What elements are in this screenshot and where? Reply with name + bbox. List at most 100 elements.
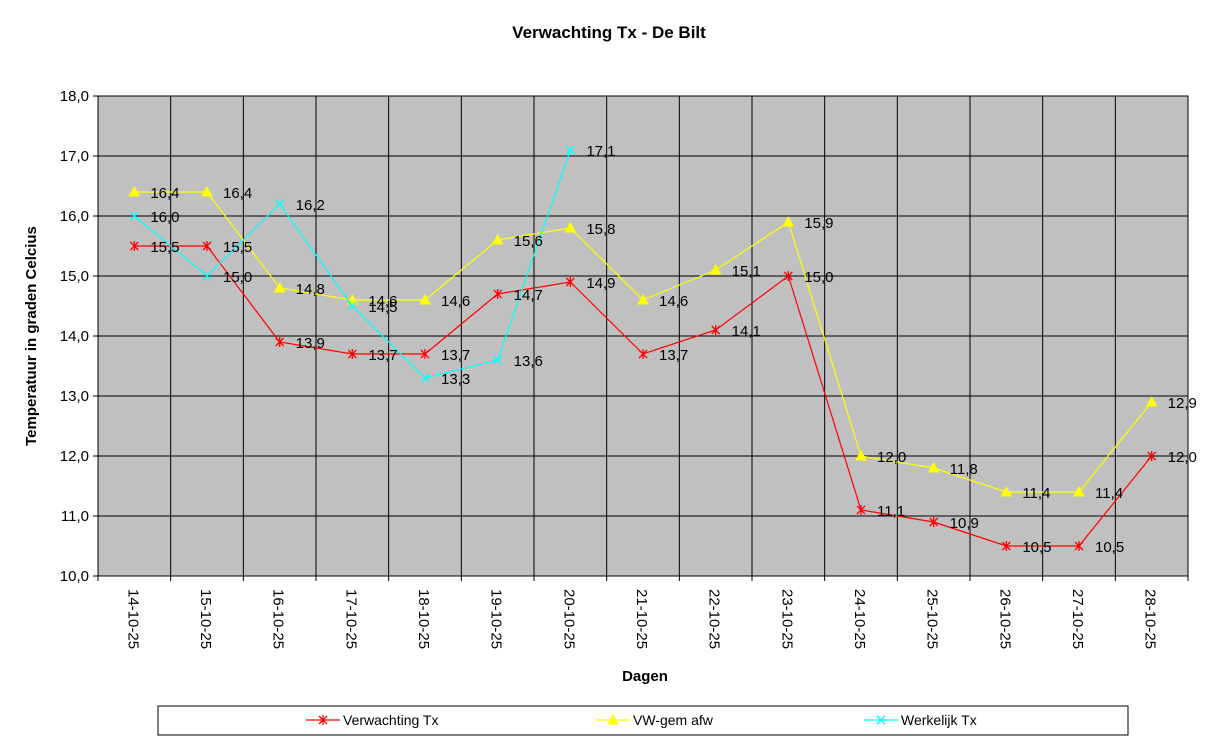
data-label: 12,0 bbox=[877, 449, 906, 466]
x-tick-label: 14-10-25 bbox=[124, 589, 141, 649]
legend-label: VW-gem afw bbox=[633, 712, 714, 728]
data-point bbox=[129, 241, 139, 251]
legend-item: Werkelijk Tx bbox=[864, 712, 977, 728]
data-point bbox=[929, 517, 939, 527]
x-tick-label: 24-10-25 bbox=[851, 589, 868, 649]
data-label: 10,5 bbox=[1022, 539, 1051, 556]
x-tick-label: 25-10-25 bbox=[924, 589, 941, 649]
y-tick-label: 15,0 bbox=[60, 268, 89, 285]
data-point bbox=[491, 233, 504, 245]
chart-title: Verwachting Tx - De Bilt bbox=[512, 23, 706, 42]
y-tick-label: 18,0 bbox=[60, 88, 89, 105]
y-tick-label: 17,0 bbox=[60, 148, 89, 165]
data-label: 10,9 bbox=[950, 515, 979, 532]
data-label: 15,0 bbox=[223, 269, 252, 286]
data-label: 13,3 bbox=[441, 371, 470, 388]
data-label: 11,4 bbox=[1095, 485, 1123, 502]
x-tick-label: 23-10-25 bbox=[778, 589, 795, 649]
data-label: 14,1 bbox=[732, 323, 761, 340]
data-label: 14,9 bbox=[586, 275, 615, 292]
data-point bbox=[347, 349, 357, 359]
data-point bbox=[420, 349, 430, 359]
data-point bbox=[711, 325, 721, 335]
data-labels: 16,4 16,4 14,8 14,6 14,6 15,6 15,8 14,6 15,1 15,9… bbox=[150, 143, 1197, 556]
data-point bbox=[275, 199, 285, 209]
data-point bbox=[1074, 541, 1084, 551]
y-tick-label: 16,0 bbox=[60, 208, 89, 225]
series-group bbox=[128, 145, 1158, 551]
legend-label: Verwachting Tx bbox=[343, 712, 438, 728]
data-label: 11,8 bbox=[950, 461, 978, 478]
data-label: 15,0 bbox=[804, 269, 833, 286]
data-label: 15,9 bbox=[804, 215, 833, 232]
data-point bbox=[783, 271, 793, 281]
y-tick-label: 12,0 bbox=[60, 448, 89, 465]
data-point bbox=[275, 337, 285, 347]
data-point bbox=[637, 293, 649, 305]
data-label: 15,1 bbox=[732, 263, 761, 280]
legend-label: Werkelijk Tx bbox=[901, 712, 977, 728]
data-label: 16,4 bbox=[223, 185, 252, 202]
data-label: 15,6 bbox=[514, 233, 543, 250]
x-tick-label: 27-10-25 bbox=[1069, 589, 1086, 649]
data-point bbox=[1147, 451, 1157, 461]
x-tick-label: 26-10-25 bbox=[996, 589, 1013, 649]
x-tick-label: 16-10-25 bbox=[270, 589, 287, 649]
data-point bbox=[318, 715, 328, 725]
x-axis: 14-10-25 15-10-25 16-10-25 17-10-25 18-10-25… bbox=[97, 576, 1189, 649]
data-label: 15,5 bbox=[223, 239, 252, 256]
series-vw-gem-afw bbox=[128, 185, 1158, 497]
data-point bbox=[420, 373, 430, 383]
data-point bbox=[201, 185, 213, 197]
data-point bbox=[273, 281, 286, 293]
legend-item: VW-gem afw bbox=[596, 712, 714, 728]
x-axis-title: Dagen bbox=[622, 668, 668, 685]
data-label: 14,5 bbox=[368, 299, 397, 316]
data-label: 11,1 bbox=[877, 503, 905, 520]
data-label: 13,7 bbox=[441, 347, 470, 364]
data-point bbox=[419, 293, 431, 305]
data-label: 15,5 bbox=[150, 239, 179, 256]
data-label: 14,6 bbox=[441, 293, 470, 310]
y-tick-label: 13,0 bbox=[60, 388, 89, 405]
data-label: 17,1 bbox=[586, 143, 615, 160]
data-point bbox=[564, 221, 577, 233]
legend-item: Verwachting Tx bbox=[306, 712, 438, 728]
data-point bbox=[1145, 395, 1158, 407]
data-point bbox=[927, 461, 940, 473]
data-label: 16,0 bbox=[150, 209, 179, 226]
y-tick-label: 14,0 bbox=[60, 328, 89, 345]
data-label: 14,8 bbox=[296, 281, 325, 298]
data-label: 13,7 bbox=[659, 347, 688, 364]
y-tick-label: 11,0 bbox=[61, 508, 89, 525]
x-tick-label: 15-10-25 bbox=[197, 589, 214, 649]
data-point bbox=[493, 289, 503, 299]
data-point bbox=[128, 185, 141, 197]
data-label: 12,0 bbox=[1168, 449, 1197, 466]
data-point bbox=[876, 715, 886, 725]
data-label: 11,4 bbox=[1022, 485, 1050, 502]
data-point bbox=[1000, 485, 1013, 497]
data-point bbox=[565, 145, 575, 155]
y-tick-label: 10,0 bbox=[60, 568, 89, 585]
data-label: 13,9 bbox=[296, 335, 325, 352]
data-point bbox=[782, 215, 795, 227]
legend: Verwachting Tx VW-gem afw Werkelijk Tx bbox=[157, 705, 1129, 736]
data-point bbox=[202, 241, 212, 251]
data-label: 10,5 bbox=[1095, 539, 1124, 556]
x-tick-label: 21-10-25 bbox=[633, 589, 650, 649]
data-point bbox=[856, 505, 866, 515]
data-label: 14,7 bbox=[514, 287, 543, 304]
x-tick-label: 17-10-25 bbox=[342, 589, 359, 649]
x-tick-label: 28-10-25 bbox=[1142, 589, 1159, 649]
data-point bbox=[1073, 485, 1085, 497]
x-tick-label: 18-10-25 bbox=[415, 589, 432, 649]
series-werkelijk-tx bbox=[129, 145, 575, 383]
data-point bbox=[493, 355, 503, 365]
data-point bbox=[855, 449, 867, 461]
y-axis: 10,0 11,0 12,0 13,0 14,0 15,0 16,0 17,0 18,0 bbox=[60, 88, 98, 585]
data-point bbox=[709, 263, 722, 275]
data-label: 16,4 bbox=[150, 185, 179, 202]
data-point bbox=[347, 301, 357, 311]
data-label: 16,2 bbox=[296, 197, 325, 214]
